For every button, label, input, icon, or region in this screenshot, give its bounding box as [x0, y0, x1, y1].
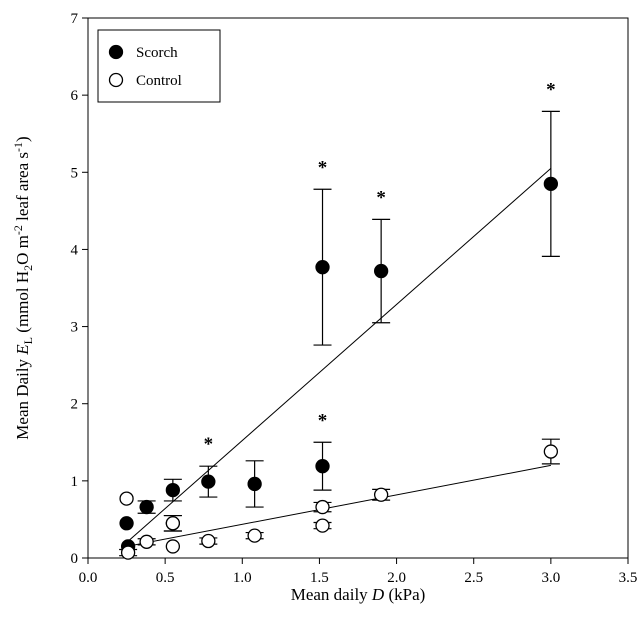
- y-title-part: Mean Daily: [13, 355, 32, 440]
- y-title-part: (mmol H: [13, 271, 32, 337]
- y-tick-label: 3: [71, 320, 79, 336]
- y-tick-label: 7: [71, 11, 79, 27]
- x-tick-label: 1.5: [310, 570, 329, 586]
- scorch-point: [247, 476, 262, 492]
- y-tick-label: 0: [71, 551, 79, 567]
- x-tick-label: 2.5: [464, 570, 483, 586]
- significance-markers: * * * * *: [204, 79, 556, 455]
- significance-star: *: [204, 434, 214, 455]
- control-point: [315, 499, 330, 515]
- legend-label-scorch: Scorch: [136, 45, 178, 61]
- control-point: [543, 444, 559, 459]
- x-tick-label: 3.0: [541, 570, 560, 586]
- x-title-part: (kPa): [384, 585, 425, 604]
- fit-lines: [126, 168, 552, 547]
- fit-line-scorch: [126, 168, 552, 543]
- plot-area: [87, 17, 629, 559]
- scorch-point: [165, 482, 181, 498]
- axis-ticks: 0.0 0.5 1.0 1.5 2.0 2.5 3.0 3.5 0 1 2 3 4 5 6 7: [71, 11, 638, 586]
- scorch-point: [315, 459, 330, 474]
- scorch-point: [139, 499, 154, 515]
- error-bars: [119, 110, 560, 557]
- x-title-part: Mean daily: [291, 585, 372, 604]
- y-tick-label: 6: [71, 88, 79, 104]
- legend-label-control: Control: [136, 73, 182, 89]
- plot-border: [87, 17, 629, 559]
- x-tick-label: 3.5: [619, 570, 638, 586]
- control-point: [165, 539, 181, 554]
- y-title-part: ): [13, 136, 32, 142]
- control-point: [165, 516, 181, 531]
- y-title-part: O m: [13, 235, 32, 265]
- y-title-part: E: [13, 344, 32, 356]
- scorch-point: [315, 260, 330, 275]
- legend-marker-control: [108, 72, 124, 88]
- x-title-part: D: [371, 585, 385, 604]
- data-points: [119, 176, 559, 560]
- x-axis-title: Mean daily D (kPa): [291, 585, 426, 604]
- y-tick-label: 4: [71, 242, 79, 258]
- x-tick-label: 2.0: [387, 570, 406, 586]
- scorch-point: [373, 263, 389, 279]
- scorch-point: [119, 516, 134, 531]
- x-tick-label: 0.5: [156, 570, 175, 586]
- control-point: [119, 491, 134, 506]
- control-point: [373, 487, 389, 502]
- control-point: [120, 545, 136, 560]
- x-tick-label: 1.0: [233, 570, 252, 586]
- y-axis-title: Mean Daily EL (mmol H2O m-2 leaf area s-…: [11, 136, 35, 439]
- significance-star: *: [318, 410, 328, 431]
- y-title-part: -2: [11, 225, 25, 235]
- scorch-point: [201, 474, 216, 489]
- control-point: [139, 534, 154, 549]
- y-title-part: -1: [11, 142, 25, 152]
- legend-marker-scorch: [108, 44, 124, 60]
- y-tick-label: 1: [71, 474, 79, 490]
- y-tick-label: 5: [71, 165, 79, 181]
- significance-star: *: [376, 187, 386, 208]
- control-point: [247, 528, 262, 543]
- y-title-part: leaf area s: [13, 152, 32, 225]
- legend: Scorch Control: [97, 29, 221, 103]
- control-point: [201, 533, 216, 549]
- significance-star: *: [318, 157, 328, 178]
- significance-star: *: [546, 79, 556, 100]
- y-title-part: L: [21, 337, 35, 344]
- y-tick-label: 2: [71, 397, 79, 413]
- y-title-part: 2: [21, 265, 35, 271]
- control-point: [315, 518, 330, 533]
- x-tick-label: 0.0: [79, 570, 98, 586]
- legend-box: [97, 29, 221, 103]
- fit-line-control: [126, 464, 551, 547]
- scorch-point: [543, 176, 559, 192]
